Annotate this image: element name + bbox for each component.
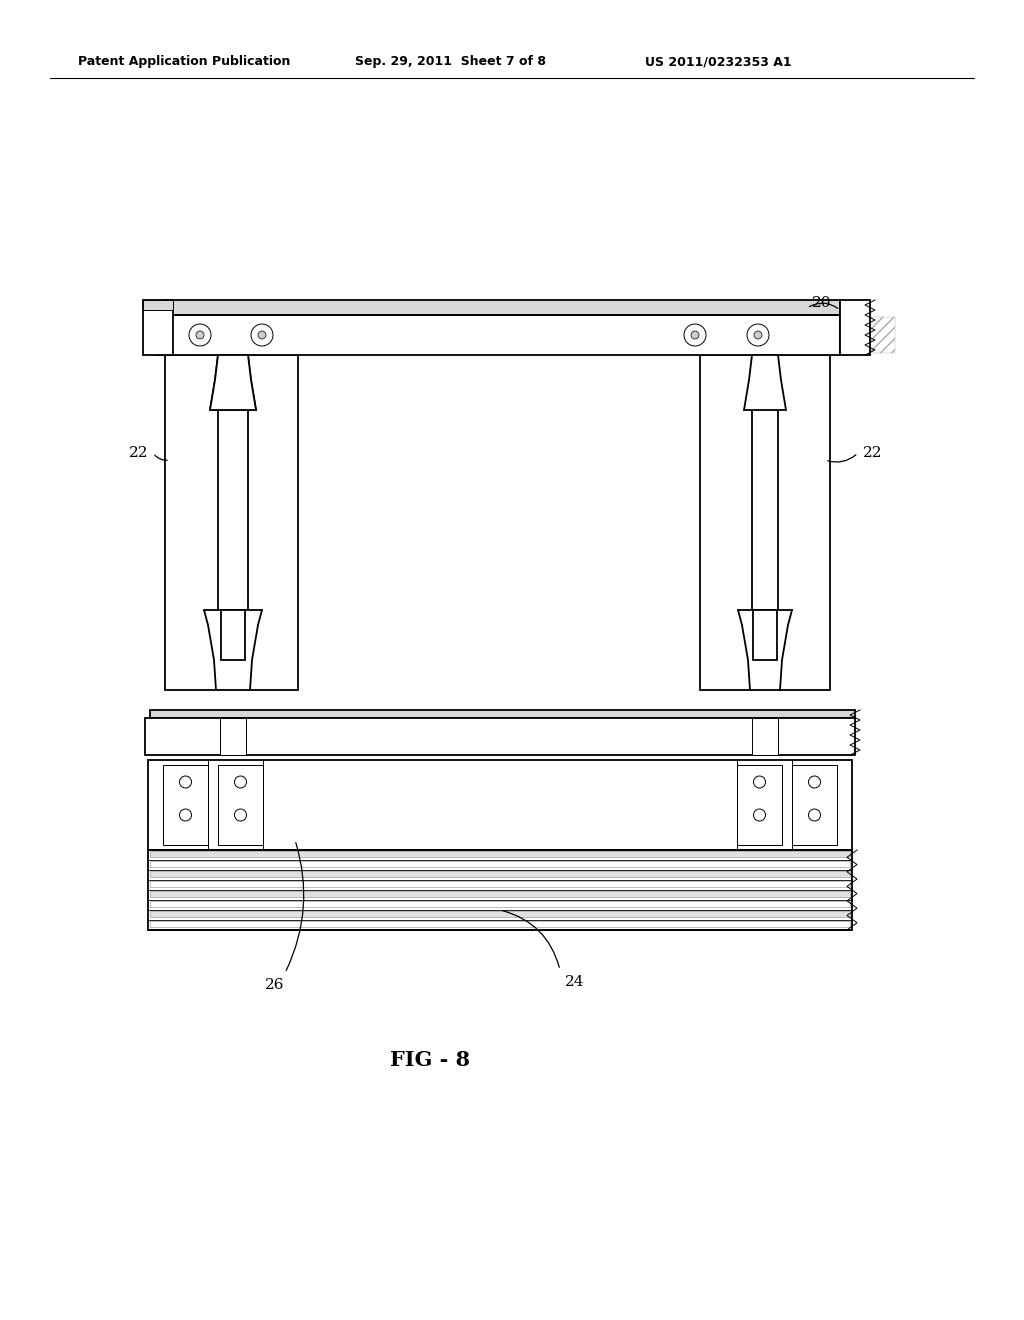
Polygon shape <box>744 355 786 411</box>
Bar <box>778 355 830 690</box>
Text: Sep. 29, 2011  Sheet 7 of 8: Sep. 29, 2011 Sheet 7 of 8 <box>355 55 546 69</box>
Polygon shape <box>738 610 792 690</box>
Circle shape <box>746 323 769 346</box>
Text: 26: 26 <box>265 978 285 993</box>
Bar <box>148 850 852 931</box>
Circle shape <box>754 809 766 821</box>
Bar <box>410 317 630 352</box>
Bar <box>263 763 513 847</box>
Circle shape <box>691 331 699 339</box>
Text: US 2011/0232353 A1: US 2011/0232353 A1 <box>645 55 792 69</box>
Polygon shape <box>210 355 256 411</box>
Bar <box>150 880 850 887</box>
Bar <box>150 871 850 876</box>
Circle shape <box>179 809 191 821</box>
Bar <box>155 315 840 355</box>
Text: 20: 20 <box>812 296 831 310</box>
Bar <box>675 317 895 352</box>
Text: 22: 22 <box>863 446 883 459</box>
Bar <box>221 610 245 660</box>
Bar <box>145 718 855 755</box>
Circle shape <box>754 776 766 788</box>
Bar <box>150 710 855 718</box>
Bar <box>195 317 375 352</box>
Circle shape <box>258 331 266 339</box>
Bar <box>143 300 173 355</box>
Bar <box>737 766 782 845</box>
Bar <box>778 405 820 590</box>
Circle shape <box>234 809 247 821</box>
Bar <box>753 610 777 660</box>
Text: Patent Application Publication: Patent Application Publication <box>78 55 291 69</box>
Text: FIG - 8: FIG - 8 <box>390 1049 470 1071</box>
Bar <box>150 902 850 907</box>
Bar <box>752 718 778 755</box>
Bar <box>163 300 840 315</box>
Bar <box>218 766 263 845</box>
Bar <box>700 355 752 690</box>
Bar <box>792 766 837 845</box>
Bar <box>143 300 173 310</box>
Bar <box>248 355 298 690</box>
Bar <box>150 851 850 857</box>
Circle shape <box>189 323 211 346</box>
Circle shape <box>754 331 762 339</box>
Polygon shape <box>210 355 256 411</box>
Polygon shape <box>204 610 262 690</box>
Circle shape <box>809 776 820 788</box>
Bar <box>487 763 737 847</box>
Circle shape <box>179 776 191 788</box>
Bar <box>148 760 852 850</box>
Bar <box>150 891 850 898</box>
Polygon shape <box>210 355 256 411</box>
Polygon shape <box>204 610 262 690</box>
Text: 22: 22 <box>128 446 148 459</box>
Bar <box>248 405 288 590</box>
Bar <box>150 861 850 867</box>
Bar <box>840 300 870 355</box>
Bar <box>220 718 246 755</box>
Bar <box>150 921 850 927</box>
Polygon shape <box>744 355 786 411</box>
Circle shape <box>684 323 706 346</box>
Polygon shape <box>738 610 792 690</box>
Circle shape <box>234 776 247 788</box>
Bar <box>700 405 742 590</box>
Bar <box>150 911 850 917</box>
Circle shape <box>251 323 273 346</box>
Bar <box>165 355 218 690</box>
Bar <box>163 766 208 845</box>
Text: 24: 24 <box>565 975 585 989</box>
Circle shape <box>196 331 204 339</box>
Polygon shape <box>744 355 786 411</box>
Circle shape <box>809 809 820 821</box>
Bar <box>165 405 208 590</box>
